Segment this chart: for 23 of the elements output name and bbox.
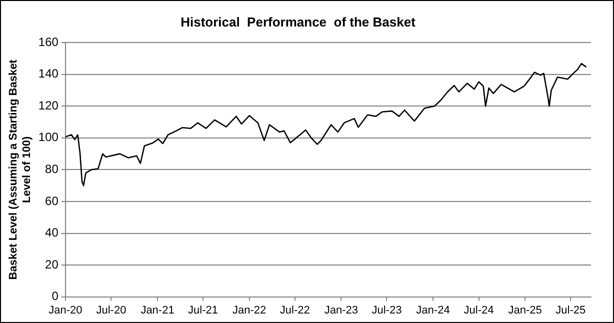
- x-tick-label: Jan-22: [232, 304, 266, 316]
- x-tick-label: Jan-21: [140, 304, 174, 316]
- y-tick-label: 100: [38, 130, 59, 144]
- x-tick-label: Jul-20: [96, 304, 126, 316]
- y-tick-label: 140: [38, 66, 59, 81]
- x-tick-label: Jul-24: [464, 304, 494, 316]
- x-tick-label: Jul-25: [556, 304, 586, 316]
- y-tick-label: 120: [38, 98, 59, 112]
- y-tick-label: 160: [38, 34, 59, 49]
- x-tick-label: Jan-23: [324, 304, 358, 316]
- y-tick-label: 20: [45, 257, 59, 272]
- x-tick-label: Jan-20: [48, 304, 82, 316]
- y-tick-label: 80: [45, 162, 59, 176]
- chart-title: Historical Performance of the Basket: [180, 14, 416, 30]
- x-tick-label: Jan-25: [508, 304, 542, 316]
- x-tick-label: Jul-21: [188, 304, 218, 316]
- x-tick-label: Jul-23: [372, 304, 402, 316]
- x-tick-label: Jul-22: [280, 304, 310, 316]
- y-tick-label: 40: [45, 226, 59, 240]
- y-tick-label: 60: [45, 194, 59, 208]
- x-tick-label: Jan-24: [416, 304, 450, 316]
- y-axis-title: Basket Level (Assuming a Starting Basket Level of 100): [8, 59, 33, 280]
- y-tick-label: 0: [52, 289, 59, 304]
